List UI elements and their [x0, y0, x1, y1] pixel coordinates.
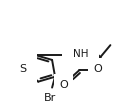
Text: NH: NH: [73, 49, 88, 59]
Text: S: S: [19, 64, 26, 74]
Text: Br: Br: [44, 93, 56, 103]
Text: O: O: [59, 80, 68, 90]
Text: O: O: [94, 64, 102, 74]
